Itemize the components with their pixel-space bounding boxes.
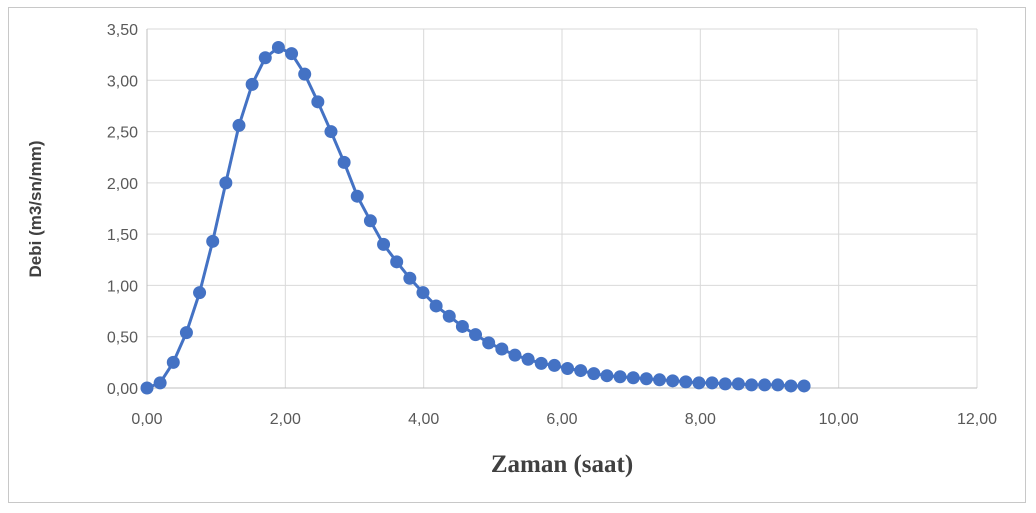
data-point	[166, 355, 180, 369]
x-tick-label: 12,00	[957, 411, 997, 428]
x-axis-label: Zaman (saat)	[491, 451, 633, 478]
data-point	[705, 376, 719, 390]
data-point	[179, 326, 193, 340]
data-point	[416, 286, 430, 300]
data-point	[232, 118, 246, 132]
y-tick-label: 3,00	[107, 73, 138, 90]
data-point	[482, 336, 496, 350]
x-tick-label: 8,00	[685, 411, 716, 428]
x-tick-label: 10,00	[819, 411, 859, 428]
data-point	[469, 328, 483, 342]
data-point	[771, 378, 785, 392]
y-tick-label: 0,00	[107, 381, 138, 398]
x-tick-label: 0,00	[131, 411, 162, 428]
data-point	[311, 95, 325, 109]
data-point	[587, 367, 601, 381]
y-tick-label: 2,00	[107, 176, 138, 193]
x-tick-label: 4,00	[408, 411, 439, 428]
y-tick-label: 2,50	[107, 125, 138, 142]
data-point	[390, 255, 404, 269]
tick-labels: 0,00 0,50 1,00 1,50 2,00 2,50 3,00 3,50 0,00 2,00…	[107, 22, 997, 428]
data-point	[653, 373, 667, 387]
data-point	[508, 348, 522, 362]
data-point	[495, 342, 509, 356]
data-point	[429, 299, 443, 313]
y-tick-label: 1,50	[107, 227, 138, 244]
data-point	[613, 370, 627, 384]
data-point	[626, 371, 640, 385]
data-point	[298, 67, 312, 81]
data-point	[442, 309, 456, 323]
data-point	[718, 377, 732, 391]
gridlines	[147, 28, 978, 388]
data-point	[547, 358, 561, 372]
axes	[146, 29, 977, 389]
data-point	[206, 234, 220, 248]
data-point	[153, 376, 167, 390]
data-point	[600, 369, 614, 383]
data-point	[784, 379, 798, 393]
data-point	[797, 379, 811, 393]
y-tick-label: 3,50	[107, 22, 138, 39]
data-point	[271, 40, 285, 54]
y-tick-label: 1,00	[107, 278, 138, 295]
data-point	[403, 271, 417, 285]
data-point	[324, 125, 338, 139]
data-point	[639, 372, 653, 386]
data-point	[285, 47, 299, 61]
data-point	[337, 155, 351, 169]
y-axis-label: Debi (m3/sn/mm)	[26, 141, 45, 278]
data-point	[521, 352, 535, 366]
data-point	[731, 377, 745, 391]
data-point	[245, 77, 259, 91]
data-point	[350, 189, 364, 203]
data-point	[455, 319, 469, 333]
data-point	[666, 374, 680, 388]
data-point	[758, 378, 772, 392]
chart-frame	[8, 7, 1026, 503]
data-point	[692, 376, 706, 390]
data-point	[377, 237, 391, 251]
series-layer	[140, 40, 811, 395]
data-point	[193, 286, 207, 300]
y-tick-label: 0,50	[107, 330, 138, 347]
data-point	[574, 364, 588, 378]
data-point	[219, 176, 233, 190]
data-point	[140, 381, 154, 395]
data-point	[363, 214, 377, 228]
data-point	[561, 362, 575, 376]
x-tick-label: 6,00	[546, 411, 577, 428]
data-point	[258, 51, 272, 65]
data-point	[679, 375, 693, 389]
data-point	[534, 356, 548, 370]
x-tick-label: 2,00	[270, 411, 301, 428]
data-point	[745, 378, 759, 392]
